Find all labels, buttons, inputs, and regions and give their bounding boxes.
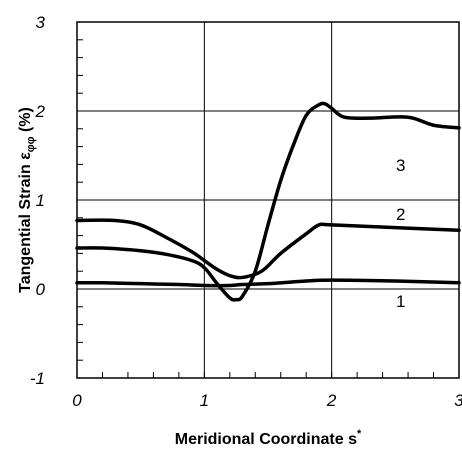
series-3-line (75, 101, 461, 302)
series-3-label: 3 (396, 156, 405, 175)
y-tick-label: 0 (36, 280, 46, 299)
series-1-label: 1 (396, 292, 405, 311)
y-axis-label-subscript: φφ (25, 136, 37, 152)
series-lines (75, 101, 461, 302)
x-tick-label: 2 (326, 391, 337, 410)
grid (77, 22, 459, 378)
y-tick-label: 2 (35, 102, 46, 121)
y-axis-label: Tangential Strain εφφ (%) (17, 107, 37, 293)
y-tick-label: 3 (36, 13, 46, 32)
series-labels: 1 2 3 (396, 156, 405, 311)
plot-frame (76, 21, 460, 379)
x-tick-label: 0 (72, 391, 82, 410)
y-tick-label: -1 (30, 369, 45, 388)
series-2-label: 2 (396, 205, 405, 224)
y-tick-label: 1 (36, 191, 45, 210)
y-axis-label-unit: (%) (17, 107, 34, 136)
series-1-line (75, 278, 461, 288)
x-axis-label-superscript: * (357, 428, 362, 440)
x-tick-label: 3 (454, 391, 462, 410)
x-tick-label: 1 (200, 391, 209, 410)
x-tick-labels: 0 1 2 3 (72, 391, 462, 410)
x-axis-label: Meridional Coordinate s* (175, 428, 362, 448)
series-2-line (75, 218, 461, 280)
y-tick-labels: -1 0 1 2 3 (30, 13, 46, 388)
